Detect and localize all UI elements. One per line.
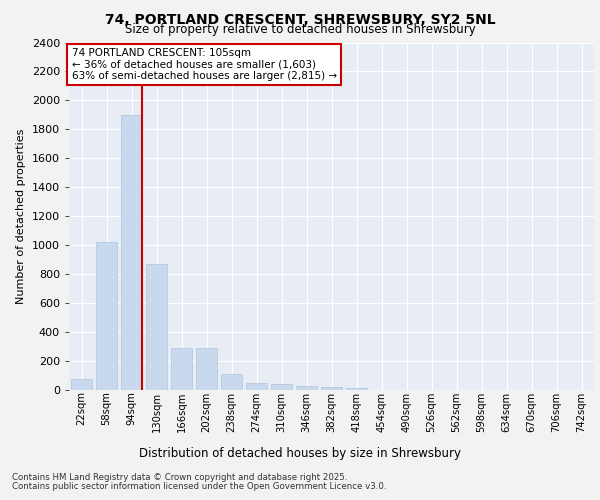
Bar (71, 379, 92, 390)
Bar (321, 387, 342, 390)
Bar (121, 115, 142, 390)
Bar (171, 348, 192, 390)
Bar (196, 348, 217, 390)
Bar (296, 386, 317, 390)
Text: 74 PORTLAND CRESCENT: 105sqm
← 36% of detached houses are smaller (1,603)
63% of: 74 PORTLAND CRESCENT: 105sqm ← 36% of de… (71, 48, 337, 81)
Bar (246, 383, 267, 390)
Bar (271, 384, 292, 390)
Bar (221, 374, 242, 390)
Y-axis label: Number of detached properties: Number of detached properties (16, 128, 26, 304)
Bar (146, 264, 167, 390)
Text: Distribution of detached houses by size in Shrewsbury: Distribution of detached houses by size … (139, 448, 461, 460)
Text: 74, PORTLAND CRESCENT, SHREWSBURY, SY2 5NL: 74, PORTLAND CRESCENT, SHREWSBURY, SY2 5… (104, 12, 496, 26)
Bar (96, 242, 117, 390)
Bar (346, 388, 367, 390)
Text: Size of property relative to detached houses in Shrewsbury: Size of property relative to detached ho… (125, 22, 475, 36)
Text: Contains HM Land Registry data © Crown copyright and database right 2025.: Contains HM Land Registry data © Crown c… (12, 472, 347, 482)
Text: Contains public sector information licensed under the Open Government Licence v3: Contains public sector information licen… (12, 482, 386, 491)
